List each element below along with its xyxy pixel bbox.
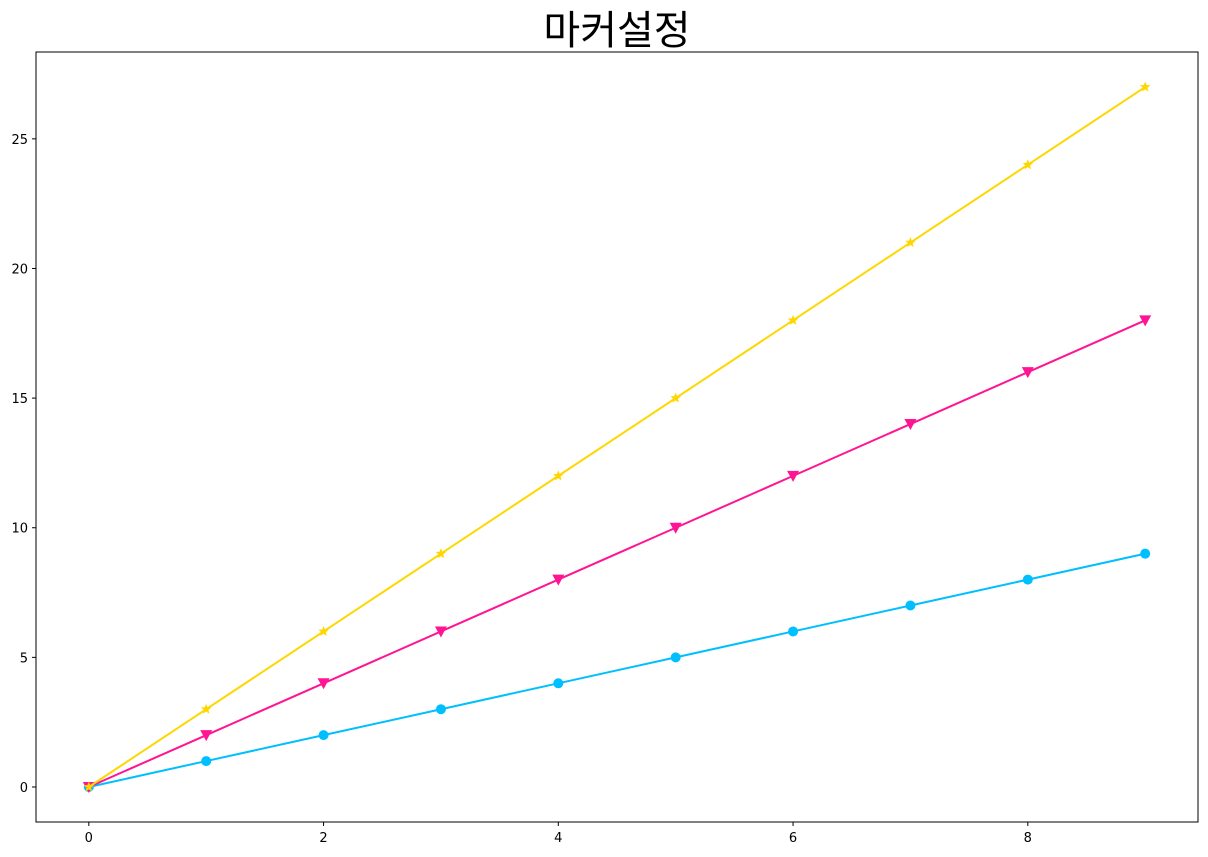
marker [905, 237, 916, 248]
marker [1140, 548, 1151, 559]
plot-frame [35, 51, 1199, 823]
marker [553, 470, 564, 481]
marker [1022, 574, 1033, 585]
marker [200, 730, 213, 742]
x-tick-label: 4 [554, 831, 562, 846]
x-tick-label: 2 [319, 831, 327, 846]
marker [553, 678, 564, 689]
marker [317, 678, 330, 690]
x-tick-label: 8 [1024, 831, 1032, 846]
marker [1021, 367, 1034, 379]
y-tick-label: 5 [20, 651, 28, 666]
marker [1139, 315, 1152, 327]
marker [201, 756, 212, 767]
marker [905, 600, 916, 611]
y-tick-label: 0 [20, 781, 28, 796]
series-line [88, 319, 1146, 788]
marker [669, 522, 682, 534]
chart-title: 마커설정 [543, 8, 690, 54]
series-line [88, 86, 1146, 788]
marker [318, 730, 329, 741]
marker [787, 314, 799, 325]
marker [1139, 81, 1151, 92]
series-line [88, 552, 1146, 788]
marker [787, 470, 800, 482]
marker [434, 626, 447, 638]
y-tick-label: 20 [11, 262, 28, 277]
marker [788, 626, 799, 637]
marker [83, 781, 95, 792]
y-tick-label: 25 [11, 133, 28, 148]
marker [670, 392, 681, 403]
marker [200, 703, 212, 714]
marker [318, 625, 329, 636]
marker [552, 574, 565, 586]
marker [435, 704, 446, 715]
y-tick-label: 10 [11, 522, 28, 537]
y-tick-label: 15 [11, 392, 28, 407]
marker [904, 419, 917, 431]
marker [435, 548, 447, 559]
x-tick-label: 0 [85, 831, 93, 846]
x-tick-label: 6 [789, 831, 797, 846]
marker [1022, 159, 1034, 170]
marker [670, 652, 681, 663]
